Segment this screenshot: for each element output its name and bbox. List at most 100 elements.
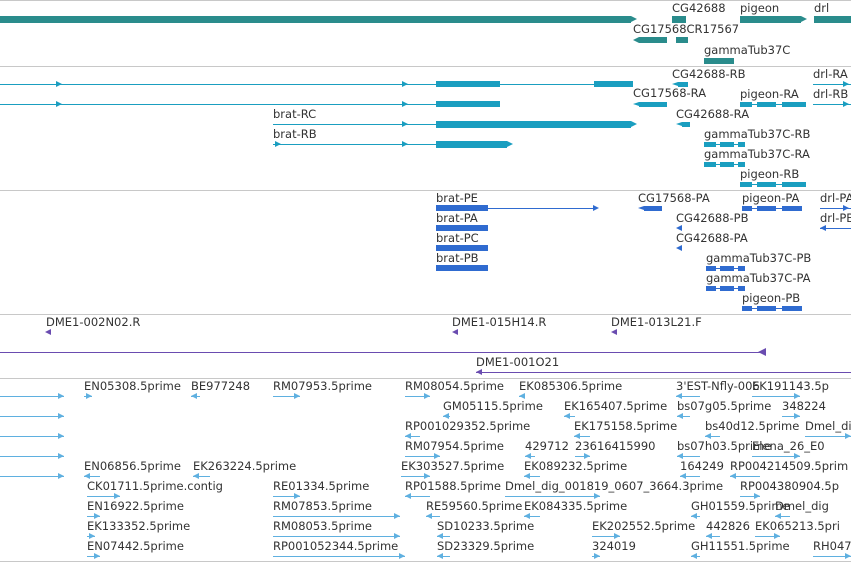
intron-line [405, 456, 440, 457]
feature-label: bs07h03.5prime [677, 439, 772, 453]
gene-brat[interactable] [0, 15, 631, 23]
cds-box[interactable] [436, 205, 488, 211]
intron-line [0, 84, 436, 85]
feature-label: GM05115.5prime [443, 399, 543, 413]
protein-CG17568-PA[interactable] [644, 205, 662, 211]
exon-box[interactable] [594, 81, 633, 87]
strand-arrow-left-icon [691, 553, 697, 559]
feature-label: CG17568-RA [633, 86, 707, 100]
strand-arrow-right-icon [801, 15, 807, 22]
feature-label: DME1-002N02.R [46, 315, 141, 329]
strand-arrow-left-icon [706, 533, 712, 539]
strand-arrow-left-icon [638, 205, 644, 210]
feature-label: gammaTub37C-PB [706, 251, 812, 265]
feature-label: 324019 [592, 539, 636, 553]
strand-arrow-left-icon [680, 473, 686, 479]
intron-line [782, 416, 800, 417]
strand-arrow-right-icon [114, 493, 120, 499]
feature-label: 164249 [680, 459, 724, 473]
feature-label: BE977248 [191, 379, 251, 393]
feature-label: CG17568-PA [638, 191, 710, 205]
track-separator [0, 66, 851, 67]
intron-line [704, 164, 745, 165]
strand-arrow-right-icon [845, 433, 851, 439]
feature-label: 442826 [706, 519, 750, 533]
feature-label: SD10233.5prime [437, 519, 535, 533]
strand-arrow-right-icon [402, 141, 408, 147]
exon-box[interactable] [436, 101, 500, 107]
transcript-brat-RC[interactable] [436, 120, 631, 128]
gene-pigeon[interactable] [740, 15, 801, 23]
feature-label: Dmel_di [805, 419, 851, 433]
feature-label: RH047 [813, 539, 851, 553]
feature-label: EK202552.5prime [592, 519, 696, 533]
strand-arrow-left-icon [775, 513, 781, 519]
strand-arrow-left-icon [443, 413, 449, 419]
intron-line [813, 556, 851, 557]
strand-arrow-left-icon [676, 393, 682, 399]
strand-arrow-left-icon [437, 553, 443, 559]
intron-line [805, 436, 851, 437]
intron-line [401, 476, 430, 477]
transcript-CG42688-RB[interactable] [678, 81, 688, 87]
strand-arrow-left-icon [191, 393, 197, 399]
intron-line [730, 476, 760, 477]
strand-arrow-left-icon [193, 473, 199, 479]
feature-label: EK175158.5prime [574, 419, 678, 433]
gene-gammaTub37C[interactable] [704, 58, 734, 64]
feature-label: EK191143.5p [752, 379, 829, 393]
strand-arrow-left-icon [519, 393, 525, 399]
feature-label: CG17568CR17567 [633, 22, 740, 36]
gene-CG17568[interactable] [639, 37, 667, 43]
strand-arrow-right-icon [594, 553, 600, 559]
feature-label: RE59560.5prime [426, 499, 523, 513]
feature-label: 3'EST-Nfly-006 [676, 379, 760, 393]
intron-line [813, 104, 851, 105]
strand-arrow-right-icon [843, 101, 849, 107]
strand-arrow-right-icon [631, 120, 637, 127]
cds-box[interactable] [436, 245, 488, 251]
intron-line [677, 416, 690, 417]
cds-box[interactable] [436, 225, 488, 231]
track-separator [0, 378, 851, 379]
feature-label: EK303527.5prime [401, 459, 505, 473]
strand-arrow-right-icon [58, 433, 64, 439]
exon-box[interactable] [436, 81, 500, 87]
intron-line [0, 352, 766, 353]
intron-line [273, 536, 400, 537]
strand-arrow-right-icon [594, 493, 600, 499]
feature-label: RM07954.5prime [405, 439, 504, 453]
feature-label: RM07853.5prime [273, 499, 372, 513]
strand-arrow-right-icon [631, 15, 637, 22]
intron-line [0, 456, 64, 457]
strand-arrow-right-icon [584, 453, 590, 459]
cds-box[interactable] [436, 265, 488, 271]
gene-CG42688[interactable] [672, 15, 686, 23]
intron-line [87, 556, 100, 557]
feature-label: gammaTub37C-PA [706, 271, 811, 285]
transcript-brat-RB[interactable] [436, 140, 507, 148]
strand-arrow-right-icon [58, 393, 64, 399]
strand-arrow-right-icon [58, 473, 64, 479]
intron-line [437, 536, 450, 537]
gene-drl[interactable] [814, 15, 851, 23]
strand-arrow-right-icon [845, 553, 851, 559]
strand-arrow-left-icon [524, 473, 530, 479]
strand-arrow-left-icon [426, 513, 432, 519]
strand-arrow-left-icon [730, 473, 736, 479]
strand-arrow-left-icon [525, 453, 531, 459]
feature-label: bs07g05.5prime [677, 399, 772, 413]
transcript-CG42688-RA[interactable] [682, 121, 690, 127]
gene-CR17567[interactable] [676, 37, 688, 43]
feature-label: 429712 [525, 439, 569, 453]
intron-line [676, 396, 700, 397]
strand-arrow-right-icon [394, 513, 400, 519]
feature-label: CG42688-RA [676, 107, 750, 121]
feature-label: EK165407.5prime [564, 399, 668, 413]
transcript-CG17568-RA[interactable] [639, 101, 667, 107]
intron-line [273, 496, 300, 497]
strand-arrow-right-icon [593, 205, 599, 211]
feature-label: CK01711.5prime.contig [87, 479, 223, 493]
intron-line [273, 124, 436, 125]
